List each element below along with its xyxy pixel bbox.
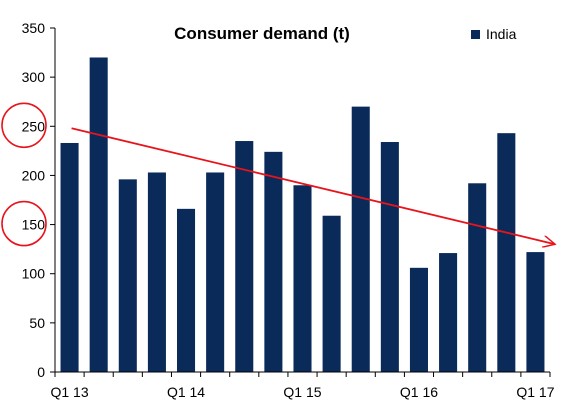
y-tick-label-100: 100: [22, 266, 46, 282]
y-tick-label-350: 350: [22, 20, 46, 36]
x-tick-label-q1-14: Q1 14: [167, 384, 205, 400]
bar-q4-14: [264, 151, 283, 372]
y-tick-label-250: 250: [22, 118, 46, 134]
bar-q3-16: [468, 183, 487, 372]
bar-q2-13: [89, 57, 108, 373]
bar-q1-15: [293, 185, 312, 372]
bar-q1-17: [526, 252, 545, 372]
circle-annotation-150: [1, 200, 47, 247]
y-tick-label-200: 200: [22, 167, 46, 183]
legend-swatch-india: [471, 30, 480, 39]
y-tick-label-300: 300: [22, 69, 46, 85]
trend-arrow: [71, 127, 555, 244]
bar-q2-14: [206, 172, 225, 372]
y-tick-label-150: 150: [22, 217, 46, 233]
bar-q2-16: [439, 253, 458, 372]
y-tick-label-50: 50: [29, 315, 45, 331]
legend-label-india: India: [486, 26, 517, 42]
annotations-group: [1, 102, 555, 247]
circle-annotation-250: [1, 102, 47, 149]
bar-q3-15: [351, 106, 370, 372]
x-tick-label-q1-15: Q1 15: [283, 384, 321, 400]
y-tick-label-0: 0: [37, 364, 45, 380]
bar-q1-16: [409, 267, 428, 372]
x-tick-label-q1-13: Q1 13: [50, 384, 88, 400]
bar-q4-16: [497, 133, 516, 372]
legend: India: [471, 26, 517, 42]
bar-q4-15: [380, 142, 399, 372]
bar-q2-15: [322, 215, 341, 372]
chart-title: Consumer demand (t): [174, 24, 350, 43]
axes-group: 0 50 100 150 200 250 300 350 Q1 13 Q1 14 Q1 15 Q1 1…: [22, 20, 555, 400]
bars-group: [60, 57, 545, 373]
bar-q3-13: [118, 179, 137, 372]
bar-q4-13: [147, 172, 166, 372]
bar-q1-13: [60, 142, 79, 372]
bar-q3-14: [235, 141, 254, 372]
x-tick-label-q1-16: Q1 16: [400, 384, 438, 400]
x-tick-label-q1-17: Q1 17: [516, 384, 554, 400]
bar-q1-14: [177, 208, 196, 372]
